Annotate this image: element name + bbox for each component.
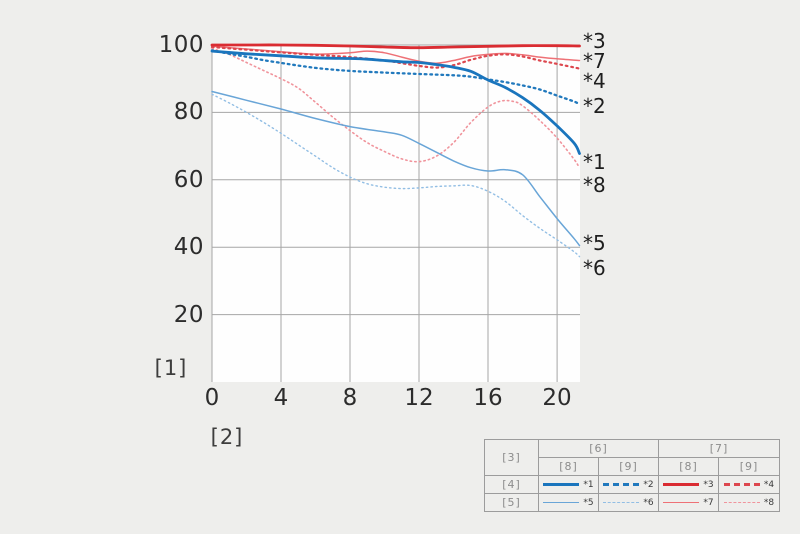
legend-line-sample-8 bbox=[723, 502, 760, 503]
y-tick-40: 40 bbox=[173, 234, 204, 260]
legend-table: [3] [6] [7] [8] [9] [8] [9] [4] *1 *2 bbox=[484, 439, 780, 512]
y-tick-60: 60 bbox=[173, 167, 204, 193]
legend-mark-4: *4 bbox=[763, 479, 775, 490]
legend-row-label-4: [4] bbox=[484, 475, 539, 494]
legend-entry-6: *6 bbox=[598, 493, 659, 512]
legend-mark-2: *2 bbox=[643, 479, 654, 490]
legend-entry-7: *7 bbox=[658, 493, 719, 512]
legend-subheader-8a: [8] bbox=[538, 457, 599, 476]
legend-entry-3: *3 bbox=[658, 475, 719, 494]
legend-entry-8: *8 bbox=[718, 493, 780, 512]
legend-line-sample-7 bbox=[663, 502, 700, 503]
legend-mark-3: *3 bbox=[703, 479, 714, 490]
x-tick-8: 8 bbox=[342, 385, 358, 411]
curve-label-8: *8 bbox=[583, 173, 606, 197]
curve-star1 bbox=[210, 49, 581, 155]
legend-entry-1: *1 bbox=[538, 475, 599, 494]
legend-group-header-6: [6] bbox=[538, 439, 659, 458]
y-tick-20: 20 bbox=[173, 302, 204, 328]
x-tick-12: 12 bbox=[404, 385, 434, 411]
y-tick-100: 100 bbox=[158, 32, 204, 58]
legend-line-sample-5 bbox=[543, 502, 580, 503]
legend-line-sample-4 bbox=[723, 483, 760, 486]
curve-label-6: *6 bbox=[583, 256, 606, 280]
gridlines bbox=[211, 44, 580, 382]
plot-area bbox=[210, 43, 581, 382]
x-tick-0: 0 bbox=[204, 385, 220, 411]
legend-line-sample-6 bbox=[603, 502, 640, 503]
legend-mark-6: *6 bbox=[643, 497, 654, 508]
curve-label-7: *7 bbox=[583, 49, 606, 73]
mtf-curves-svg bbox=[210, 43, 581, 382]
legend-entry-2: *2 bbox=[598, 475, 659, 494]
legend-mark-5: *5 bbox=[583, 497, 594, 508]
curve-star3 bbox=[210, 43, 581, 50]
curve-label-3: *3 bbox=[583, 29, 606, 53]
legend-entry-4: *4 bbox=[718, 475, 780, 494]
curve-label-1: *1 bbox=[583, 150, 606, 174]
legend-line-sample-1 bbox=[543, 483, 580, 486]
legend-line-sample-2 bbox=[603, 483, 640, 486]
y-axis-label: [1] bbox=[154, 356, 188, 380]
curve-label-2: *2 bbox=[583, 94, 606, 118]
legend-mark-8: *8 bbox=[763, 497, 775, 508]
legend-mark-1: *1 bbox=[583, 479, 594, 490]
x-axis-label: [2] bbox=[210, 425, 244, 449]
curve-star5 bbox=[211, 90, 581, 247]
legend-subheader-8b: [8] bbox=[658, 457, 719, 476]
curve-star2 bbox=[210, 49, 581, 106]
legend-mark-7: *7 bbox=[703, 497, 714, 508]
x-tick-20: 20 bbox=[542, 385, 572, 411]
legend-entry-5: *5 bbox=[538, 493, 599, 512]
x-tick-16: 16 bbox=[473, 385, 503, 411]
legend-line-sample-3 bbox=[663, 483, 700, 486]
legend-row-label-5: [5] bbox=[484, 493, 539, 512]
legend-corner-label: [3] bbox=[484, 439, 539, 476]
curve-star4 bbox=[210, 45, 581, 70]
x-tick-4: 4 bbox=[273, 385, 289, 411]
legend-group-header-7: [7] bbox=[658, 439, 780, 458]
y-tick-80: 80 bbox=[173, 99, 204, 125]
curve-label-4: *4 bbox=[583, 69, 606, 93]
curve-star6 bbox=[211, 93, 581, 258]
legend-subheader-9a: [9] bbox=[598, 457, 659, 476]
curve-label-5: *5 bbox=[583, 231, 606, 255]
legend-subheader-9b: [9] bbox=[718, 457, 780, 476]
curve-star8 bbox=[211, 47, 581, 169]
